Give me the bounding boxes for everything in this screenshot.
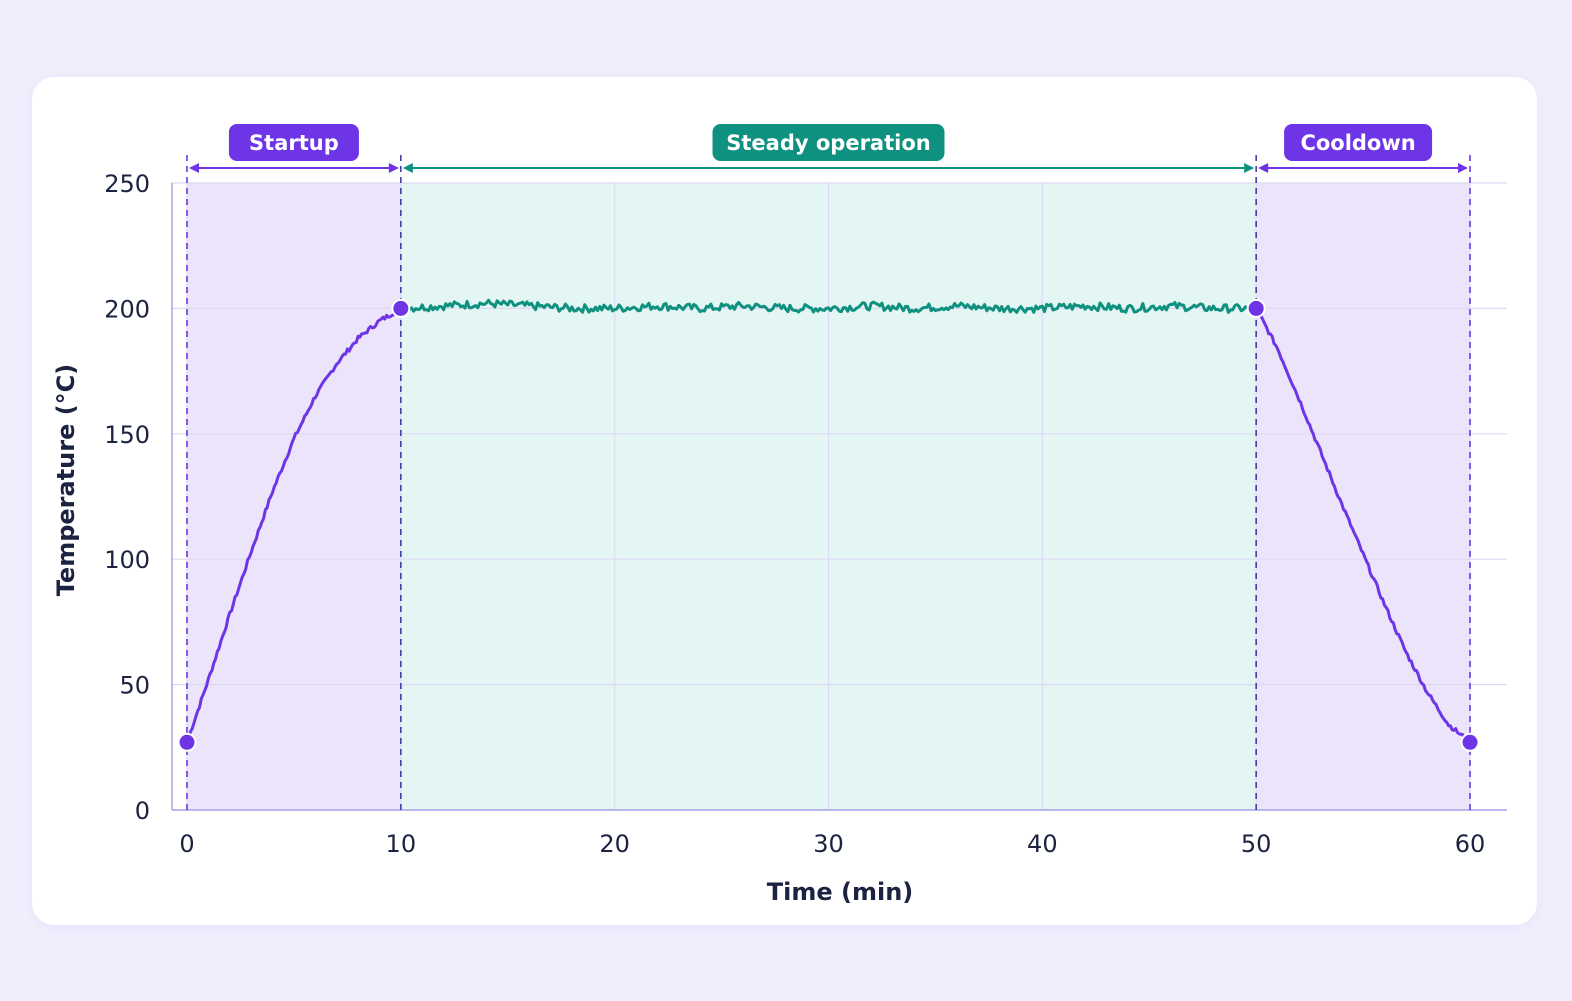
phase-label-badge: [1284, 124, 1433, 161]
data-point-marker: [1246, 298, 1266, 318]
phase-label: Cooldown: [1300, 131, 1415, 155]
x-tick-label: 10: [386, 830, 417, 858]
phase-arrow-head-right: [388, 163, 399, 173]
phase-label-badge: [712, 124, 945, 161]
phase-band-2: [1256, 183, 1470, 810]
x-tick-label: 0: [179, 830, 194, 858]
phase-arrow-head-right: [1244, 163, 1255, 173]
data-point-marker: [1460, 732, 1480, 752]
y-tick-label: 0: [135, 797, 150, 825]
phase-label-badge: [228, 124, 359, 161]
phase-label: Startup: [249, 131, 339, 155]
phase-arrow-head-left: [402, 163, 413, 173]
y-tick-label: 200: [104, 295, 150, 323]
x-axis-title: Time (min): [767, 878, 914, 906]
phase-arrow-head-left: [189, 163, 199, 173]
phase-arrow-head-left: [1258, 163, 1269, 173]
y-tick-label: 50: [119, 672, 150, 700]
x-tick-label: 50: [1241, 830, 1272, 858]
data-point-marker: [177, 732, 197, 752]
x-tick-label: 20: [599, 830, 630, 858]
y-axis-title: Temperature (°C): [52, 364, 80, 597]
x-tick-label: 60: [1455, 830, 1486, 858]
y-tick-label: 250: [104, 170, 150, 198]
phase-band-0: [187, 183, 401, 810]
series-line-0: [185, 306, 403, 744]
x-tick-label: 30: [813, 830, 844, 858]
x-tick-label: 40: [1027, 830, 1058, 858]
y-tick-label: 100: [104, 546, 150, 574]
series-line-2: [1254, 306, 1472, 744]
y-tick-label: 150: [104, 421, 150, 449]
data-point-marker: [391, 298, 411, 318]
series-line-1: [399, 298, 1258, 314]
phase-arrow-head-right: [1458, 163, 1468, 173]
phase-label: Steady operation: [726, 131, 930, 155]
